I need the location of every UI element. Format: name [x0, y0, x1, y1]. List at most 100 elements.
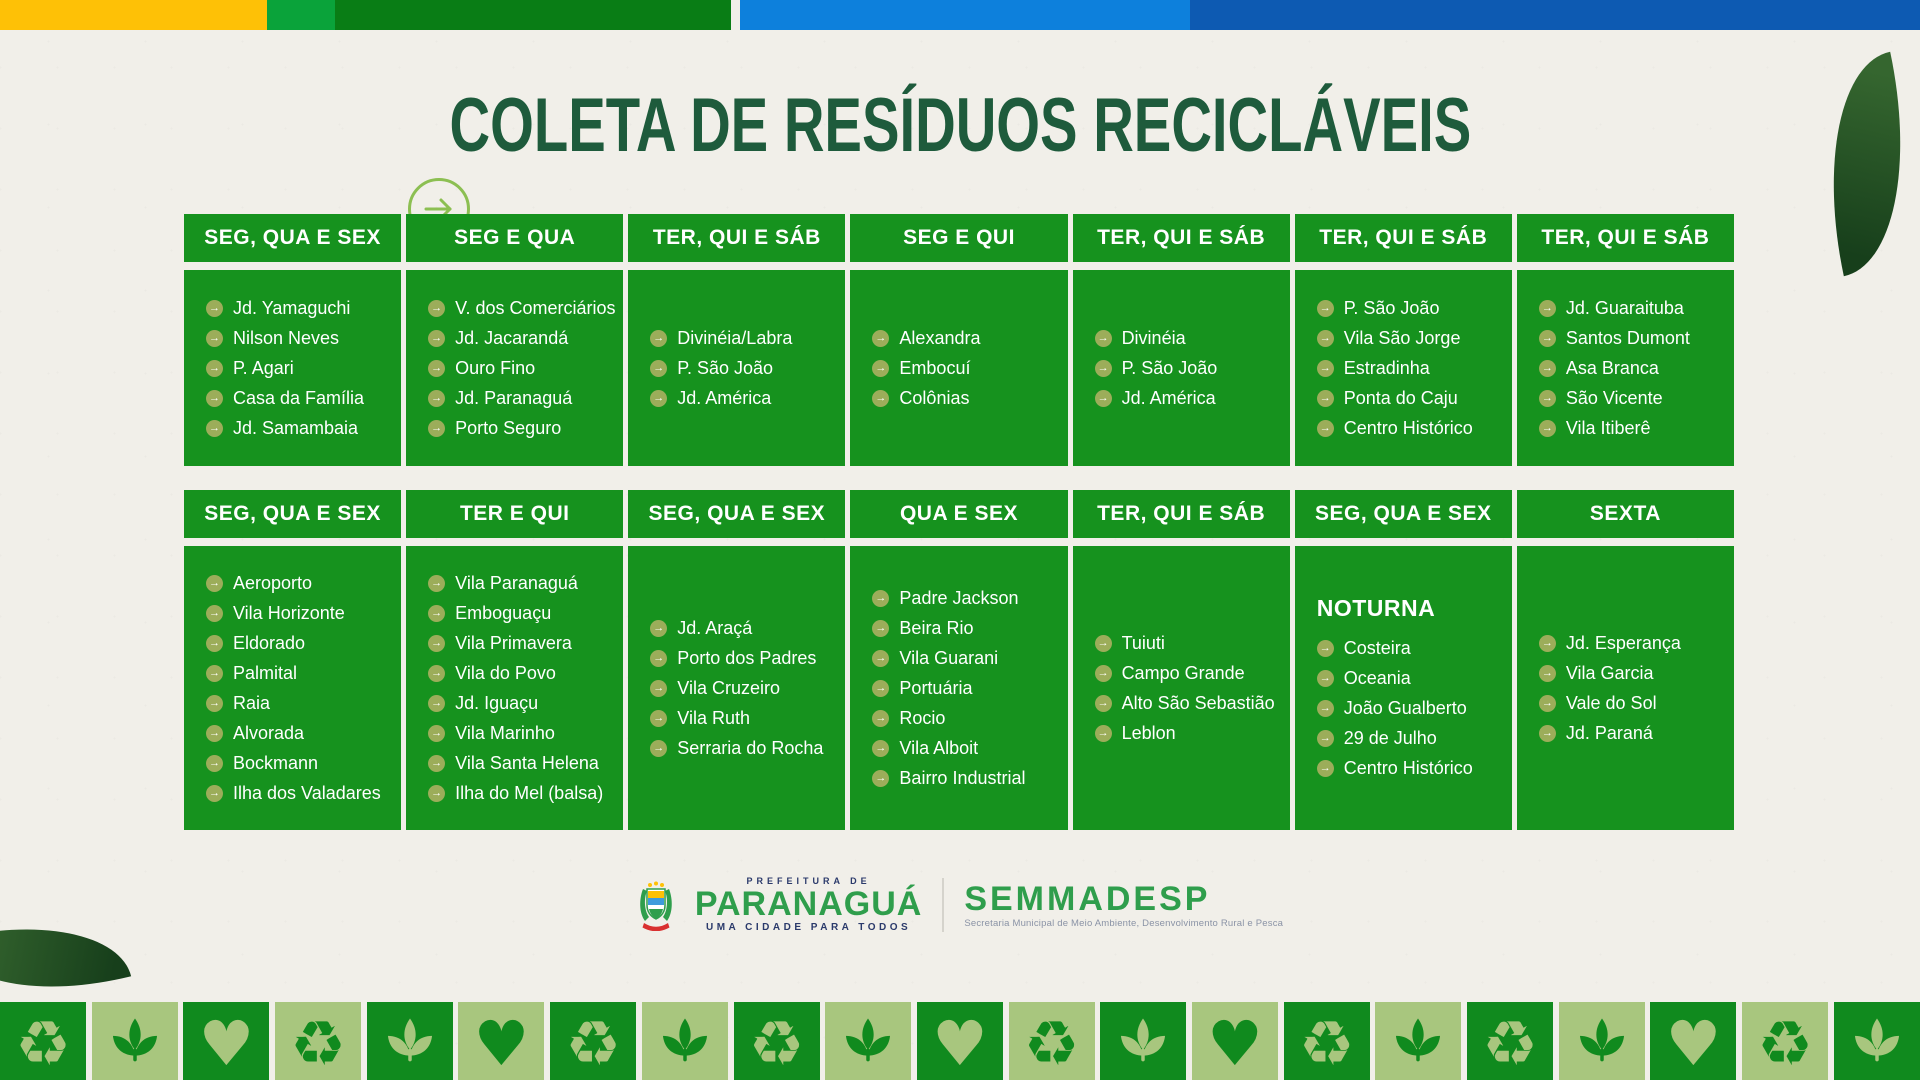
- schedule-card: SEG E QUA → V. dos Comerciários → Jd. Jacara…: [406, 214, 624, 466]
- neighborhood-name: Jd. Esperança: [1565, 632, 1681, 653]
- neighborhood-item: → Padre Jackson: [872, 583, 1067, 613]
- recycle-icon: ♻︎: [1008, 1002, 1095, 1080]
- arrow-bullet-icon: →: [1316, 640, 1334, 657]
- arrow-bullet-icon: →: [1094, 694, 1112, 712]
- neighborhood-name: Bairro Industrial: [899, 767, 1026, 788]
- neighborhood-name: Divinéia: [1121, 327, 1186, 348]
- neighborhood-item: → P. São João: [1094, 353, 1290, 383]
- stripe-segment-dark-blue: [1190, 0, 1920, 30]
- neighborhood-item: → Vila Horizonte: [206, 598, 401, 628]
- schedule-days-header: SEG E QUA: [406, 214, 624, 262]
- neighborhood-item: → Vila Alboit: [872, 733, 1067, 763]
- paranagua-coat-of-arms-icon: [640, 881, 672, 931]
- neighborhood-item: → Jd. Samambaia: [206, 413, 401, 443]
- arrow-bullet-icon: →: [1094, 359, 1112, 377]
- neighborhood-name: Centro Histórico: [1343, 417, 1473, 438]
- arrow-bullet-icon: →: [1538, 419, 1556, 437]
- plant-icon: [91, 1002, 178, 1080]
- arrow-bullet-icon: →: [206, 754, 223, 772]
- neighborhood-list: → Jd. Esperança → Vila Garcia → Vale do Sol → J…: [1538, 628, 1734, 748]
- neighborhood-item: → Embocuí: [872, 353, 1067, 383]
- neighborhood-list: → Jd. Yamaguchi → Nilson Neves → P. Agari → Cas…: [206, 293, 401, 443]
- arrow-bullet-icon: →: [1094, 724, 1112, 742]
- schedule-card-body: → Vila Paranaguá → Emboguaçu → Vila Primavera…: [406, 546, 624, 830]
- neighborhood-name: Porto dos Padres: [677, 647, 817, 668]
- heart-icon: ♥︎: [458, 1002, 545, 1080]
- neighborhood-list: → Aeroporto → Vila Horizonte → Eldorado → Palmi…: [206, 568, 401, 808]
- org-subtitle: Secretaria Municipal de Meio Ambiente, D…: [964, 918, 1284, 929]
- neighborhood-item: → Centro Histórico: [1316, 754, 1512, 784]
- neighborhood-item: → Oceania: [1316, 664, 1512, 694]
- city-tagline: UMA CIDADE PARA TODOS: [706, 922, 912, 933]
- neighborhood-item: → Asa Branca: [1538, 353, 1734, 383]
- neighborhood-item: → São Vicente: [1538, 383, 1734, 413]
- arrow-bullet-icon: →: [428, 604, 446, 622]
- neighborhood-name: 29 de Julho: [1343, 728, 1437, 748]
- neighborhood-name: Divinéia/Labra: [677, 327, 793, 348]
- arrow-bullet-icon: →: [1316, 359, 1334, 377]
- neighborhood-item: → Jd. América: [1094, 383, 1290, 413]
- plant-icon: [366, 1002, 453, 1080]
- footer-logos: PREFEITURA DE PARANAGUÁ UMA CIDADE PARA …: [0, 876, 1920, 933]
- neighborhood-item: → Colônias: [872, 383, 1067, 413]
- neighborhood-name: Emboguaçu: [455, 602, 552, 623]
- neighborhood-item: → Ouro Fino: [428, 353, 623, 383]
- neighborhood-name: Porto Seguro: [455, 417, 562, 438]
- neighborhood-name: Vale do Sol: [1565, 692, 1657, 713]
- arrow-bullet-icon: →: [206, 299, 223, 317]
- schedule-card-body: → Jd. Guaraituba → Santos Dumont → Asa Branca…: [1516, 270, 1734, 466]
- schedule-card-body: → Divinéia → P. São João → Jd. América: [1072, 270, 1290, 466]
- neighborhood-name: P. São João: [1343, 297, 1440, 318]
- neighborhood-name: Portuária: [899, 677, 973, 698]
- neighborhood-name: Ilha dos Valadares: [233, 782, 381, 803]
- neighborhood-name: Vila do Povo: [455, 662, 556, 683]
- arrow-bullet-icon: →: [428, 694, 446, 712]
- schedule-card: SEG, QUA E SEX → Aeroporto → Vila Horizonte →…: [184, 490, 402, 830]
- neighborhood-name: Jd. Yamaguchi: [233, 297, 351, 318]
- neighborhood-name: Bockmann: [233, 752, 319, 773]
- arrow-bullet-icon: →: [872, 679, 890, 697]
- schedule-card-body: → Padre Jackson → Beira Rio → Vila Guarani → Po…: [850, 546, 1068, 830]
- neighborhood-item: → Alvorada: [206, 718, 401, 748]
- neighborhood-item: → Santos Dumont: [1538, 323, 1734, 353]
- prefeitura-de-label: PREFEITURA DE: [746, 876, 871, 886]
- neighborhood-name: Alexandra: [899, 327, 981, 348]
- plant-icon: [1558, 1002, 1645, 1080]
- arrow-bullet-icon: →: [650, 739, 668, 757]
- neighborhood-name: Jd. Samambaia: [233, 417, 359, 438]
- neighborhood-item: → Ponta do Caju: [1316, 383, 1512, 413]
- schedule-days-header: SEXTA: [1516, 490, 1734, 538]
- arrow-bullet-icon: →: [1316, 389, 1334, 407]
- stripe-segment-blue: [740, 0, 1190, 30]
- schedule-card-body: → V. dos Comerciários → Jd. Jacarandá → Ouro …: [406, 270, 624, 466]
- neighborhood-item: → Estradinha: [1316, 353, 1512, 383]
- plant-icon: [641, 1002, 728, 1080]
- schedule-days-header: SEG, QUA E SEX: [628, 490, 846, 538]
- neighborhood-item: → 29 de Julho: [1316, 724, 1512, 754]
- noturna-label: NOTURNA: [1316, 594, 1436, 621]
- arrow-bullet-icon: →: [1316, 329, 1334, 347]
- neighborhood-name: Jd. Jacarandá: [455, 327, 569, 348]
- arrow-bullet-icon: →: [206, 724, 223, 742]
- neighborhood-name: Costeira: [1343, 638, 1411, 658]
- neighborhood-list: → Alexandra → Embocuí → Colônias: [872, 323, 1067, 413]
- recycle-icon: ♻︎: [550, 1002, 637, 1080]
- neighborhood-item: → Jd. Iguaçu: [428, 688, 623, 718]
- neighborhood-item: → Jd. Esperança: [1538, 628, 1734, 658]
- neighborhood-item: → P. Agari: [206, 353, 401, 383]
- neighborhood-item: → Alexandra: [872, 323, 1067, 353]
- neighborhood-name: Campo Grande: [1121, 662, 1245, 683]
- schedule-days-header: TER, QUI E SÁB: [1294, 214, 1512, 262]
- arrow-bullet-icon: →: [1094, 634, 1112, 652]
- neighborhood-name: Tuiuti: [1121, 632, 1165, 653]
- arrow-bullet-icon: →: [206, 694, 223, 712]
- neighborhood-item: → Divinéia/Labra: [650, 323, 845, 353]
- neighborhood-name: Vila Santa Helena: [455, 752, 599, 773]
- neighborhood-item: → Tuiuti: [1094, 628, 1290, 658]
- arrow-bullet-icon: →: [1094, 389, 1112, 407]
- arrow-bullet-icon: →: [428, 784, 446, 802]
- schedule-days-header: TER, QUI E SÁB: [1072, 490, 1290, 538]
- schedule-days-header: TER, QUI E SÁB: [1072, 214, 1290, 262]
- page-title-block: COLETA DE RESÍDUOS RECICLÁVEIS: [0, 84, 1920, 240]
- arrow-bullet-icon: →: [1316, 299, 1334, 317]
